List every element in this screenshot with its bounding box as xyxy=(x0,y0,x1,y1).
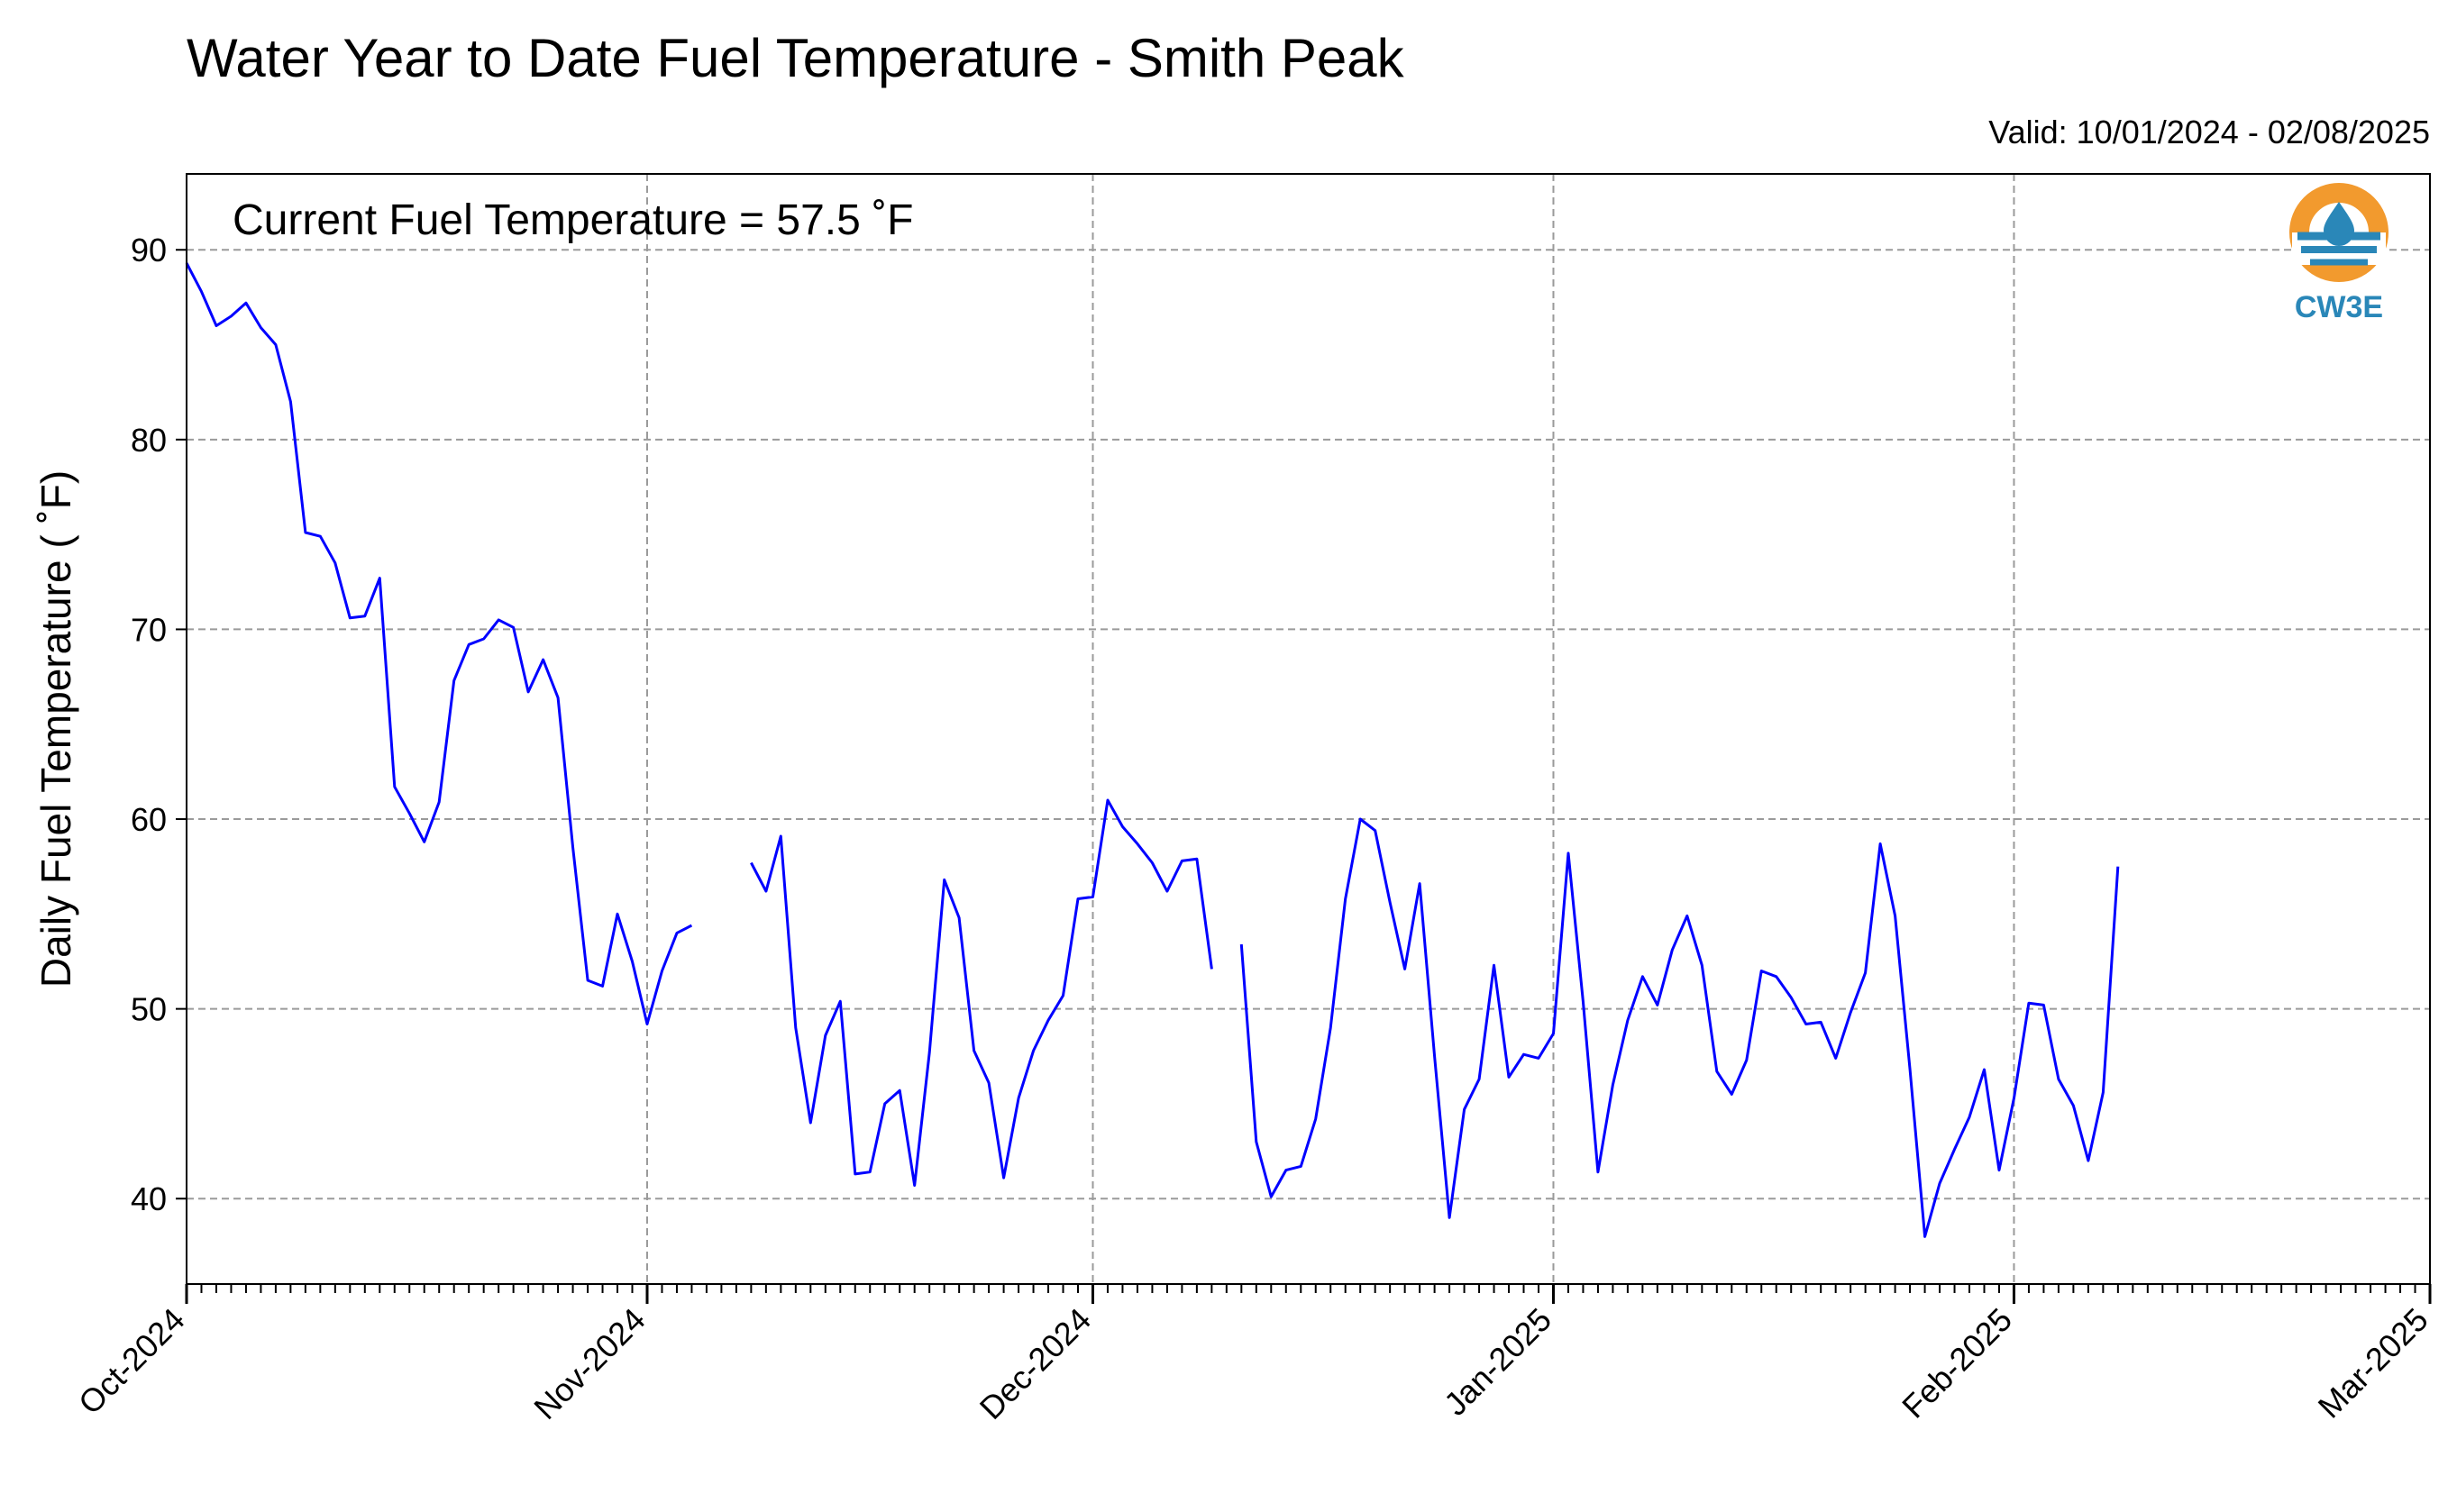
x-axis: Oct-2024 Nov-2024 Dec-2024 Jan-2025 Feb-2025… xyxy=(71,1284,2435,1426)
x-tick-label: Dec-2024 xyxy=(973,1301,1098,1426)
valid-date-range: Valid: 10/01/2024 - 02/08/2025 xyxy=(1988,114,2430,150)
chart-title: Water Year to Date Fuel Temperature - Sm… xyxy=(187,28,1405,88)
plot-frame xyxy=(186,173,2431,1285)
water-drop-icon xyxy=(2324,202,2354,246)
x-tick-label: Jan-2025 xyxy=(1437,1301,1558,1423)
y-tick-label: 70 xyxy=(131,611,167,648)
x-tick-label: Feb-2025 xyxy=(1895,1301,2019,1425)
x-tick-label: Nov-2024 xyxy=(526,1301,652,1426)
y-tick-label: 50 xyxy=(131,991,167,1028)
y-tick-label: 40 xyxy=(131,1180,167,1217)
grid-lines xyxy=(186,174,2431,1284)
x-tick-label: Oct-2024 xyxy=(71,1301,192,1422)
y-axis: 40 50 60 70 80 90 xyxy=(131,232,187,1217)
data-series xyxy=(185,262,2120,1238)
logo-text: CW3E xyxy=(2295,290,2383,324)
fuel-temperature-line xyxy=(185,262,2120,1238)
current-fuel-temperature: Current Fuel Temperature = 57.5 ˚F xyxy=(233,196,913,244)
y-axis-label: Daily Fuel Temperature ( ˚F) xyxy=(32,470,79,988)
y-tick-label: 90 xyxy=(131,232,167,269)
y-tick-label: 60 xyxy=(131,801,167,838)
y-tick-label: 80 xyxy=(131,422,167,459)
x-tick-label: Mar-2025 xyxy=(2311,1301,2435,1425)
cw3e-logo: CW3E xyxy=(2289,183,2388,324)
